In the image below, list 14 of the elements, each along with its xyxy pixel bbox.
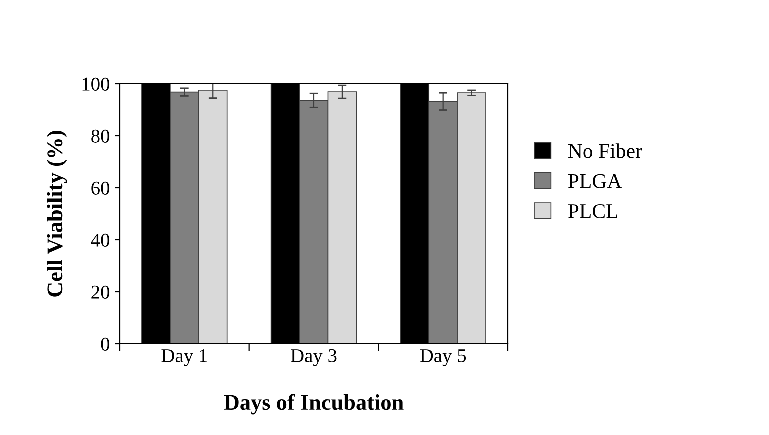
legend-label: No Fiber (568, 144, 642, 158)
y-tick-label: 100 (82, 78, 110, 91)
x-axis-title: Days of Incubation (224, 394, 404, 415)
x-tick-label: Day 5 (420, 350, 466, 366)
y-tick-label: 20 (92, 286, 110, 299)
y-tick-label: 60 (92, 182, 110, 195)
x-tick-label: Day 3 (291, 349, 337, 366)
y-tick-label: 80 (92, 130, 110, 143)
legend-label: PLCL (568, 204, 618, 218)
x-tick-label: Day 1 (162, 349, 207, 366)
y-axis-title: Cell Viability (%) (47, 131, 68, 297)
legend-label: PLGA (568, 174, 622, 188)
y-tick-label: 0 (101, 338, 110, 351)
y-tick-label: 40 (91, 234, 110, 247)
